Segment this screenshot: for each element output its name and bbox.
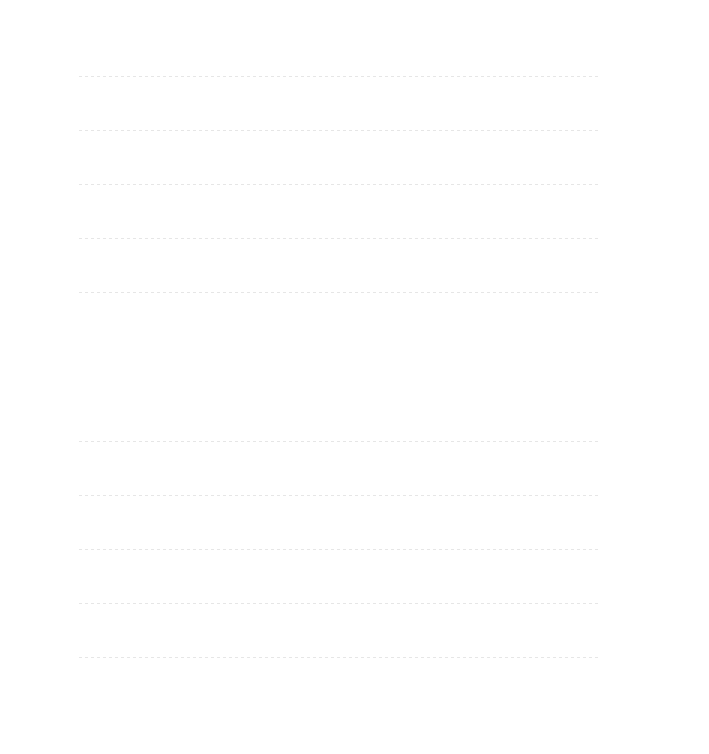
chart-panel-bottom — [79, 441, 599, 658]
chart-panel-top — [79, 76, 599, 293]
